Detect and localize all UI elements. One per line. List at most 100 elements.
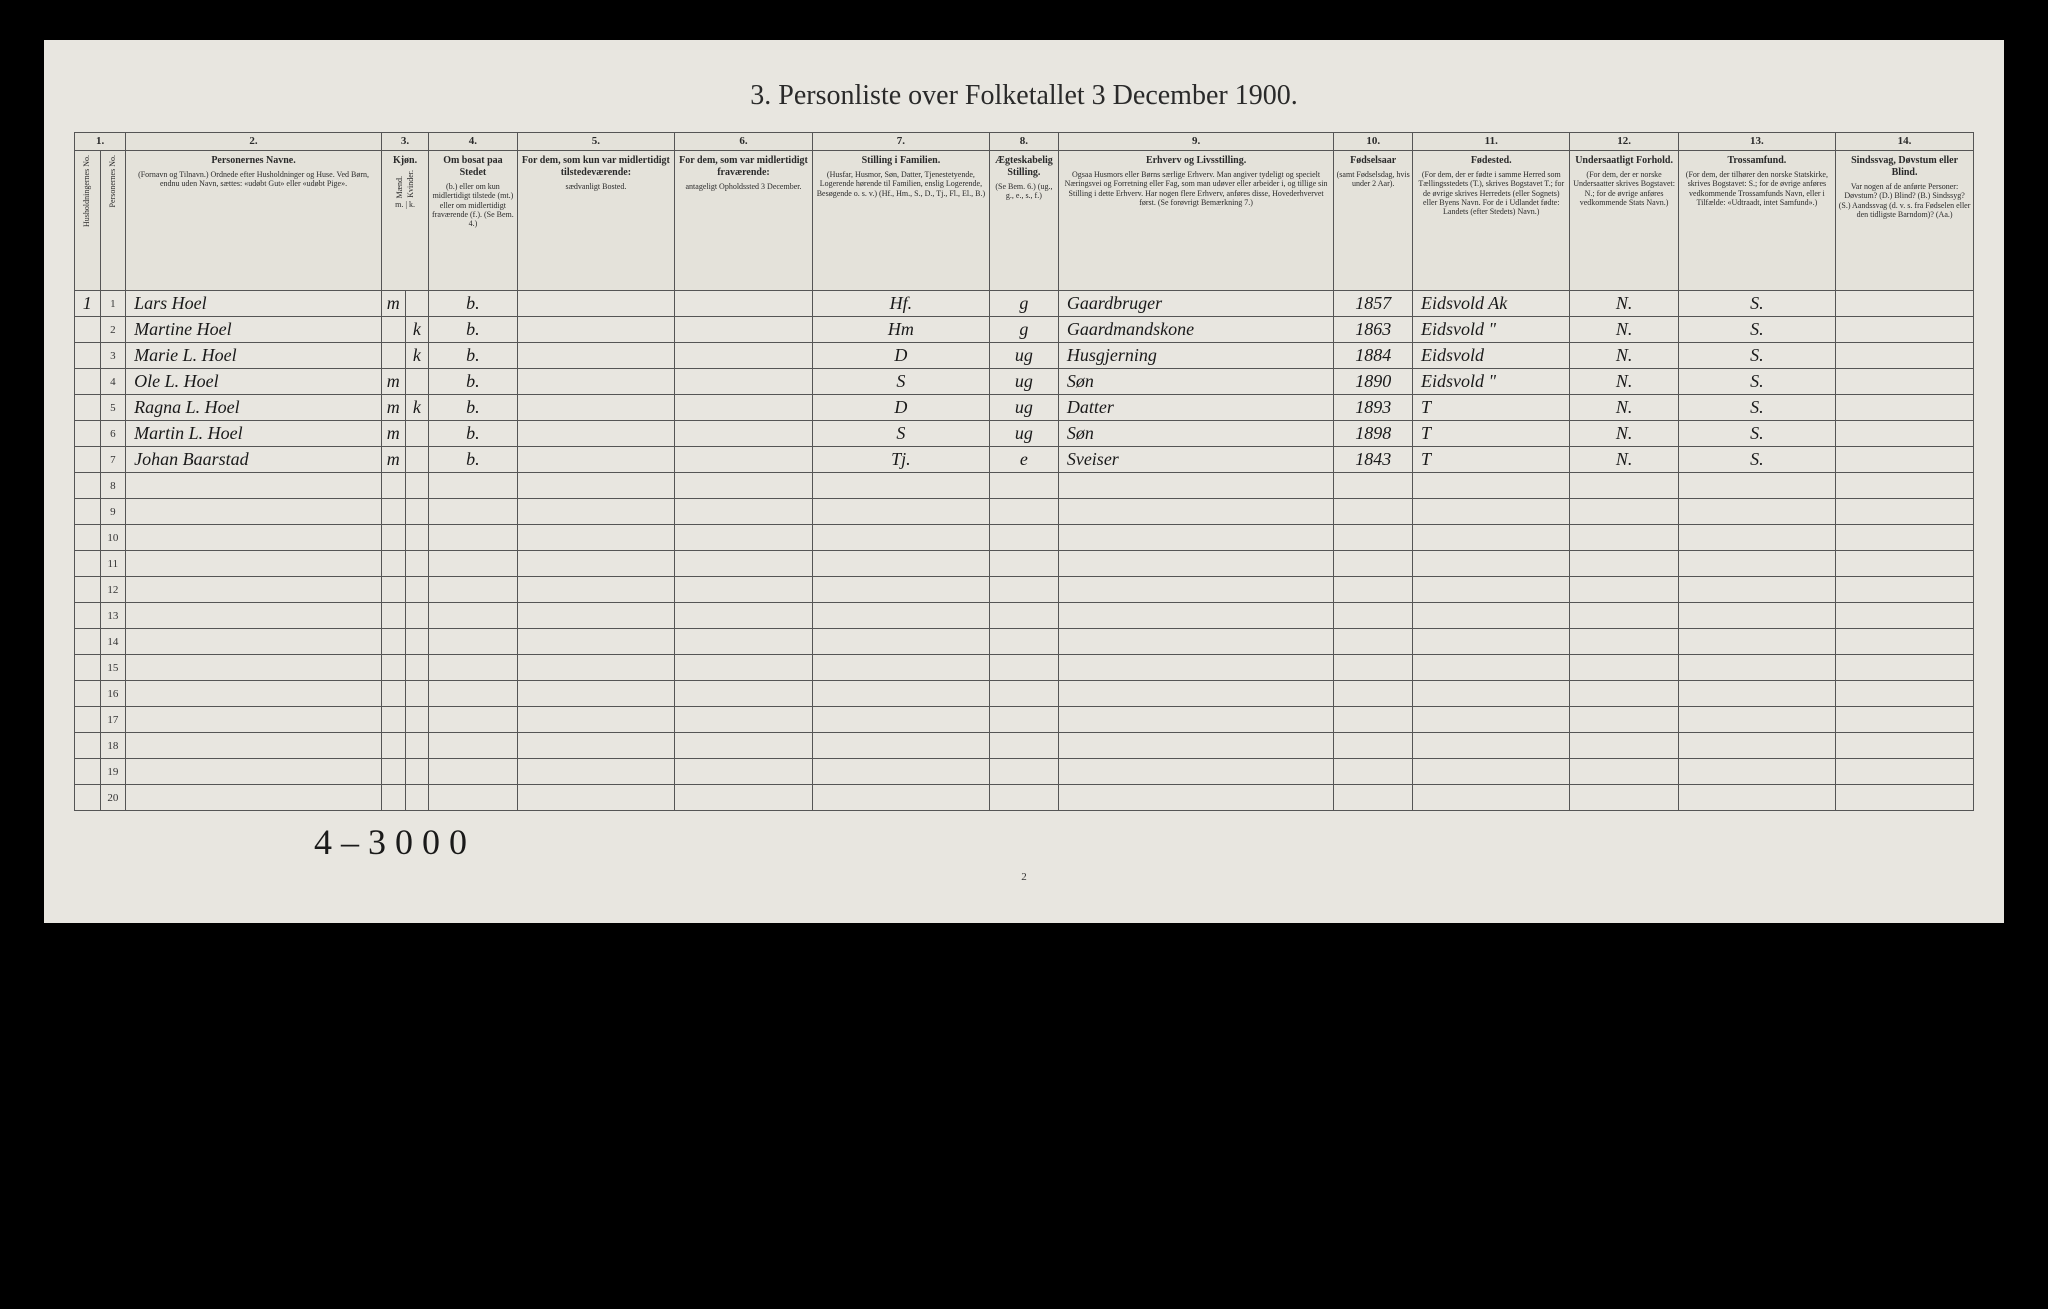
- cell-empty: [1678, 681, 1835, 707]
- cell-empty: [405, 681, 429, 707]
- cell-empty: [989, 473, 1058, 499]
- cell-empty: [75, 603, 101, 629]
- cell-birthplace: T: [1413, 395, 1570, 421]
- cell-empty: [1678, 733, 1835, 759]
- cell-residence: b.: [429, 395, 518, 421]
- cell-empty: [989, 759, 1058, 785]
- cell-empty: [429, 577, 518, 603]
- header-family-position: Stilling i Familien. (Husfar, Husmor, Sø…: [812, 151, 989, 291]
- cell-empty: [517, 759, 674, 785]
- cell-empty: [1334, 681, 1413, 707]
- cell-empty: [1413, 551, 1570, 577]
- cell-empty: [1058, 733, 1334, 759]
- cell-name: Ragna L. Hoel: [126, 395, 382, 421]
- table-row-empty: 13: [75, 603, 1974, 629]
- cell-household-no: 1: [75, 291, 101, 317]
- column-header-row: Husholdningernes No. Personernes No. Per…: [75, 151, 1974, 291]
- cell-name: Marie L. Hoel: [126, 343, 382, 369]
- cell-empty: [405, 499, 429, 525]
- cell-empty: [989, 707, 1058, 733]
- cell-empty: [1836, 551, 1974, 577]
- cell-empty: [812, 655, 989, 681]
- colnum-9: 9.: [1058, 133, 1334, 151]
- cell-empty: [1570, 473, 1678, 499]
- cell-empty: [1413, 473, 1570, 499]
- cell-empty: [1570, 499, 1678, 525]
- cell-empty: [1836, 681, 1974, 707]
- cell-birthplace: Eidsvold: [1413, 343, 1570, 369]
- cell-empty: [1836, 603, 1974, 629]
- cell-person-no: 13: [100, 603, 126, 629]
- cell-empty: [675, 603, 813, 629]
- cell-empty: [675, 499, 813, 525]
- table-row-empty: 12: [75, 577, 1974, 603]
- cell-empty: [75, 577, 101, 603]
- cell-person-no: 1: [100, 291, 126, 317]
- cell-empty: [1678, 499, 1835, 525]
- cell-empty: [429, 629, 518, 655]
- cell-occupation: Sveiser: [1058, 447, 1334, 473]
- cell-person-no: 4: [100, 369, 126, 395]
- cell-empty: [405, 655, 429, 681]
- cell-empty: [1413, 733, 1570, 759]
- cell-person-no: 9: [100, 499, 126, 525]
- cell-sex-k: [405, 447, 429, 473]
- cell-occupation: Datter: [1058, 395, 1334, 421]
- colnum-1: 1.: [75, 133, 126, 151]
- cell-empty: [1836, 733, 1974, 759]
- cell-household-no: [75, 343, 101, 369]
- cell-sex-m: [381, 317, 405, 343]
- table-row-empty: 14: [75, 629, 1974, 655]
- cell-empty: [126, 785, 382, 811]
- cell-person-no: 14: [100, 629, 126, 655]
- cell-household-no: [75, 447, 101, 473]
- cell-temp-absent: [675, 317, 813, 343]
- cell-household-no: [75, 369, 101, 395]
- header-sex: Kjøn. Mænd. Kvinder. m. | k.: [381, 151, 428, 291]
- cell-empty: [517, 603, 674, 629]
- cell-sex-k: [405, 291, 429, 317]
- cell-birthyear: 1884: [1334, 343, 1413, 369]
- cell-empty: [126, 759, 382, 785]
- cell-religion: S.: [1678, 395, 1835, 421]
- cell-empty: [517, 733, 674, 759]
- cell-empty: [812, 603, 989, 629]
- cell-sex-m: m: [381, 291, 405, 317]
- cell-person-no: 10: [100, 525, 126, 551]
- cell-empty: [1570, 577, 1678, 603]
- table-row: 11Lars Hoelmb.Hf.gGaardbruger1857Eidsvol…: [75, 291, 1974, 317]
- cell-disability: [1836, 317, 1974, 343]
- page-title: 3. Personliste over Folketallet 3 Decemb…: [74, 80, 1974, 112]
- cell-empty: [1058, 707, 1334, 733]
- header-household-no: Husholdningernes No.: [75, 151, 101, 291]
- cell-household-no: [75, 421, 101, 447]
- cell-empty: [429, 499, 518, 525]
- cell-empty: [517, 499, 674, 525]
- cell-temp-present: [517, 291, 674, 317]
- cell-empty: [1570, 681, 1678, 707]
- cell-temp-absent: [675, 447, 813, 473]
- header-religion: Trossamfund. (For dem, der tilhører den …: [1678, 151, 1835, 291]
- cell-empty: [1413, 759, 1570, 785]
- cell-empty: [812, 473, 989, 499]
- cell-empty: [517, 785, 674, 811]
- cell-marital: g: [989, 291, 1058, 317]
- cell-empty: [405, 551, 429, 577]
- cell-empty: [429, 551, 518, 577]
- cell-occupation: Søn: [1058, 369, 1334, 395]
- cell-person-no: 5: [100, 395, 126, 421]
- cell-marital: ug: [989, 343, 1058, 369]
- header-person-no: Personernes No.: [100, 151, 126, 291]
- cell-temp-present: [517, 421, 674, 447]
- census-table: 1. 2. 3. 4. 5. 6. 7. 8. 9. 10. 11. 12. 1…: [74, 132, 1974, 811]
- cell-empty: [381, 733, 405, 759]
- cell-empty: [517, 655, 674, 681]
- cell-person-no: 16: [100, 681, 126, 707]
- cell-name: Johan Baarstad: [126, 447, 382, 473]
- cell-empty: [675, 655, 813, 681]
- cell-empty: [1678, 629, 1835, 655]
- cell-empty: [75, 473, 101, 499]
- cell-sex-m: m: [381, 447, 405, 473]
- cell-empty: [1836, 655, 1974, 681]
- colnum-11: 11.: [1413, 133, 1570, 151]
